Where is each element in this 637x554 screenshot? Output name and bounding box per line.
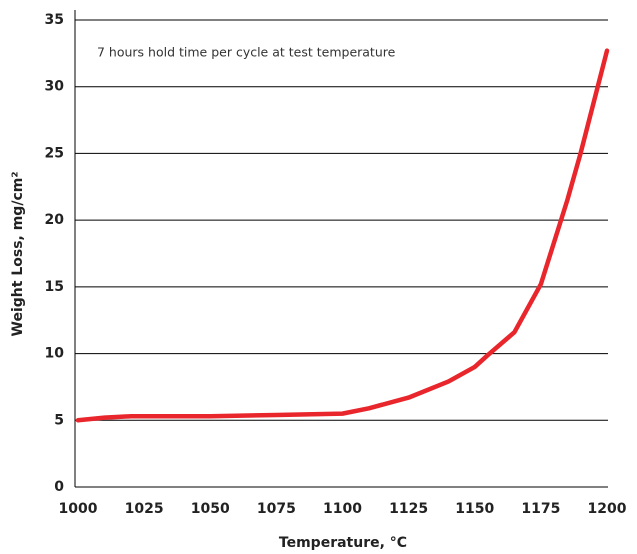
- y-axis-title: Weight Loss, mg/cm²: [10, 172, 26, 337]
- data-line: [75, 48, 610, 423]
- y-tick-label: 35: [45, 12, 64, 28]
- x-tick-label: 1200: [588, 501, 627, 517]
- x-tick-label: 1050: [191, 501, 230, 517]
- x-tick-label: 1075: [257, 501, 296, 517]
- y-tick-label: 20: [45, 212, 65, 228]
- x-tick-label: 1025: [125, 501, 164, 517]
- x-tick-label: 1000: [59, 501, 98, 517]
- y-tick-label: 0: [54, 479, 64, 495]
- y-tick-label: 25: [45, 145, 64, 161]
- x-tick-label: 1125: [389, 501, 428, 517]
- annotation: 7 hours hold time per cycle at test temp…: [97, 45, 396, 60]
- x-tick-label: 1150: [455, 501, 494, 517]
- x-tick-label: 1175: [521, 501, 560, 517]
- x-tick-label: 1100: [323, 501, 362, 517]
- x-axis-title: Temperature, °C: [279, 535, 407, 551]
- y-tick-label: 15: [45, 279, 64, 295]
- y-tick-label: 10: [45, 346, 65, 362]
- y-tick-label: 5: [54, 412, 64, 428]
- y-tick-label: 30: [45, 79, 65, 95]
